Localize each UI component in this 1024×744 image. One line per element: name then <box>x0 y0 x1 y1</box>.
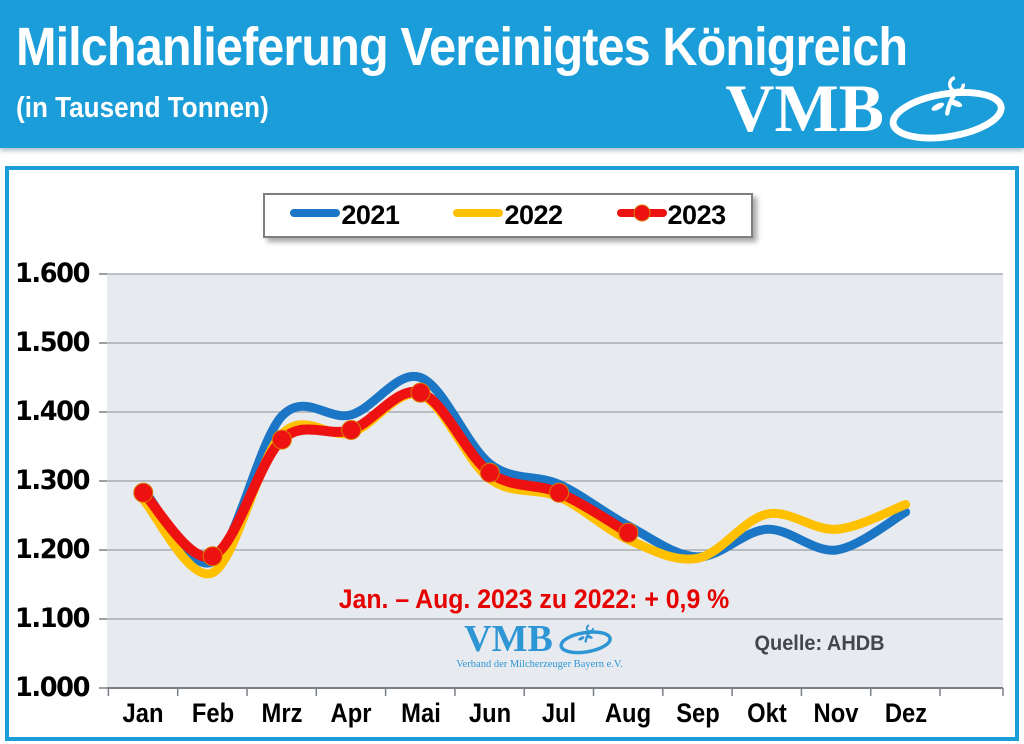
data-point-2023-Jun <box>479 462 500 483</box>
watermark-logo: VMB Verband der Milcherzeuger Bayern e.V… <box>437 620 642 670</box>
watermark-subtext: Verband der Milcherzeuger Bayern e.V. <box>456 659 623 670</box>
x-axis-label-dez: Dez <box>884 698 927 728</box>
legend-swatch-2023 <box>616 203 667 228</box>
x-axis-label-feb: Feb <box>191 698 234 728</box>
y-axis-label-1.100: 1.100 <box>14 603 90 634</box>
legend-swatch-2021 <box>290 203 341 228</box>
legend-line-sample-2021 <box>290 209 341 217</box>
data-point-2023-Feb <box>202 546 223 567</box>
header-banner: Milchanlieferung Vereinigtes Königreich … <box>0 0 1024 148</box>
watermark-text: VMB <box>464 617 553 660</box>
legend-item-2022: 2022 <box>453 200 563 231</box>
annotation-text: Jan. – Aug. 2023 zu 2022: + 0,9 % <box>338 584 730 614</box>
x-axis-label-apr: Apr <box>330 698 372 728</box>
source-label: Quelle: AHDB <box>754 632 885 655</box>
legend-label-2022: 2022 <box>504 200 563 230</box>
legend-swatch-2022 <box>453 203 504 228</box>
x-axis-label-sep: Sep <box>675 698 720 728</box>
legend-item-2023: 2023 <box>616 200 727 231</box>
vmb-logo: VMB <box>725 66 1012 150</box>
watermark-swirl-icon <box>559 624 612 655</box>
y-axis-label-1.300: 1.300 <box>14 465 90 496</box>
x-axis-label-jun: Jun <box>468 698 511 728</box>
x-axis-label-jul: Jul <box>541 698 577 728</box>
x-axis-label-mrz: Mrz <box>261 698 303 728</box>
y-axis-label-1.600: 1.600 <box>14 258 90 289</box>
legend-label-2023: 2023 <box>667 200 727 230</box>
page-title: Milchanlieferung Vereinigtes Königreich <box>16 17 908 77</box>
legend-label-2021: 2021 <box>341 200 400 230</box>
data-point-2023-Mrz <box>271 429 292 450</box>
x-axis-label-okt: Okt <box>747 698 787 728</box>
data-point-2023-Jul <box>549 482 570 503</box>
line-chart <box>99 273 1004 696</box>
y-axis-label-1.400: 1.400 <box>14 396 90 427</box>
legend-line-sample-2022 <box>453 209 504 217</box>
y-axis-label-1.500: 1.500 <box>14 327 90 358</box>
data-point-2023-Jan <box>133 482 154 503</box>
data-point-2023-Aug <box>618 522 639 543</box>
x-axis-label-nov: Nov <box>813 698 859 728</box>
y-axis-label-1.000: 1.000 <box>14 672 90 703</box>
x-axis-label-jan: Jan <box>122 698 164 728</box>
x-axis-label-aug: Aug <box>605 698 652 728</box>
chart-legend: 2021 2022 2023 <box>263 193 753 238</box>
x-axis-label-mai: Mai <box>400 698 441 728</box>
y-axis-label-1.200: 1.200 <box>14 534 90 565</box>
data-point-2023-Mai <box>410 382 431 403</box>
legend-item-2021: 2021 <box>290 200 400 231</box>
vmb-swirl-icon <box>889 76 1005 142</box>
legend-line-sample-2023 <box>616 204 667 222</box>
chart-panel: 2021 2022 2023 Jan. – Aug. 2023 zu 2022:… <box>5 166 1019 741</box>
page-subtitle: (in Tausend Tonnen) <box>16 92 269 124</box>
data-point-2023-Apr <box>341 419 362 440</box>
vmb-logo-text: VMB <box>725 69 884 146</box>
